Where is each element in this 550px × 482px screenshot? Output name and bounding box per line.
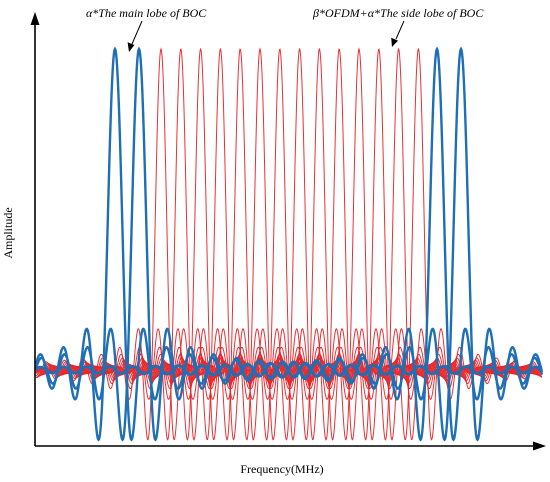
annotation-arrows (127, 20, 405, 52)
ofdm-subcarrier-curve (35, 47, 543, 441)
boc-lobe-curve (35, 46, 544, 442)
y-axis-arrowhead (30, 12, 40, 25)
side-lobe-annotation: β*OFDM+α*The side lobe of BOC (312, 6, 484, 20)
ofdm-subcarrier-curve (35, 48, 543, 441)
boc-lobe-curves (34, 46, 544, 442)
main-lobe-pointer-line (131, 20, 143, 45)
main-lobe-pointer-head (127, 42, 135, 52)
main-lobe-annotation: α*The main lobe of BOC (86, 6, 207, 20)
x-axis-label: Frequency(MHz) (240, 462, 323, 476)
axes (30, 12, 546, 451)
side-lobe-pointer-line (395, 20, 405, 40)
side-lobe-pointer-head (391, 37, 398, 47)
x-axis-arrowhead (533, 441, 546, 451)
y-axis-label: Amplitude (1, 207, 15, 258)
